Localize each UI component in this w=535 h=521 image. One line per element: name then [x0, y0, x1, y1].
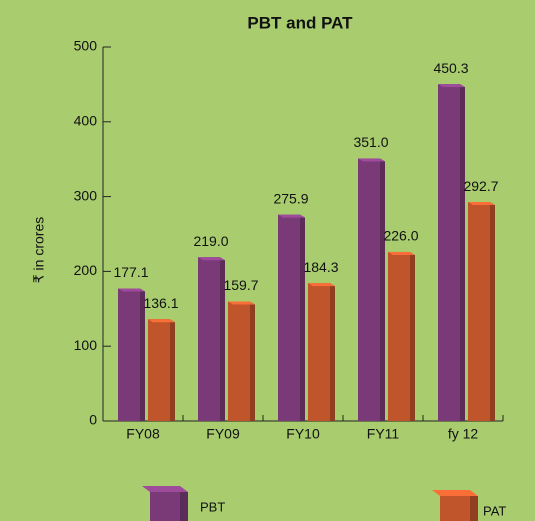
bar-top [438, 84, 465, 88]
data-label: 219.0 [193, 233, 228, 249]
data-label: 184.3 [303, 259, 338, 275]
x-tick-label: FY08 [126, 426, 160, 442]
bar-top [308, 283, 335, 287]
legend-swatch [440, 496, 470, 521]
data-label: 351.0 [353, 134, 388, 150]
bar [388, 251, 410, 421]
legend-swatch-side [180, 492, 188, 521]
x-tick-label: FY10 [286, 426, 320, 442]
legend-swatch-top [142, 486, 188, 492]
bar [278, 214, 300, 421]
data-label: 177.1 [113, 264, 148, 280]
chart-title: PBT and PAT [247, 13, 353, 32]
bar-side [170, 319, 175, 421]
bar [228, 301, 250, 421]
legend-swatch-top [432, 490, 478, 496]
data-label: 226.0 [383, 228, 418, 244]
legend-swatch [150, 492, 180, 521]
bar-side [220, 257, 225, 421]
legend-label: PBT [200, 499, 225, 514]
y-tick-label: 300 [74, 187, 98, 203]
bar-side [300, 214, 305, 421]
y-tick-label: 100 [74, 337, 98, 353]
bar-side [460, 84, 465, 421]
legend-swatch-side [470, 496, 478, 521]
bar-top [198, 257, 225, 261]
bar [438, 84, 460, 421]
bar-top [358, 158, 385, 162]
data-label: 159.7 [223, 277, 258, 293]
bar-top [148, 319, 175, 323]
data-label: 292.7 [463, 178, 498, 194]
bar-top [118, 288, 145, 292]
bar-side [330, 283, 335, 421]
bar [308, 283, 330, 421]
y-axis-label: ₹ in crores [31, 217, 47, 283]
bar-side [490, 202, 495, 421]
legend-label: PAT [483, 503, 506, 518]
x-tick-label: fy 12 [448, 426, 479, 442]
bar-top [228, 301, 255, 305]
bar-side [250, 301, 255, 421]
y-tick-label: 200 [74, 262, 98, 278]
bar-top [468, 202, 495, 206]
x-tick-label: FY09 [206, 426, 240, 442]
y-tick-label: 500 [74, 38, 98, 54]
bar [198, 257, 220, 421]
bar-side [140, 288, 145, 421]
bar-top [278, 214, 305, 218]
x-tick-label: FY11 [367, 426, 400, 442]
bar-top [388, 251, 415, 255]
data-label: 136.1 [143, 295, 178, 311]
data-label: 275.9 [273, 190, 308, 206]
y-tick-label: 400 [74, 113, 98, 129]
bar [118, 288, 140, 421]
bar [358, 158, 380, 421]
bar-side [380, 158, 385, 421]
bar [148, 319, 170, 421]
y-tick-label: 0 [89, 412, 97, 428]
bar-side [410, 251, 415, 421]
data-label: 450.3 [433, 60, 468, 76]
bar [468, 202, 490, 421]
